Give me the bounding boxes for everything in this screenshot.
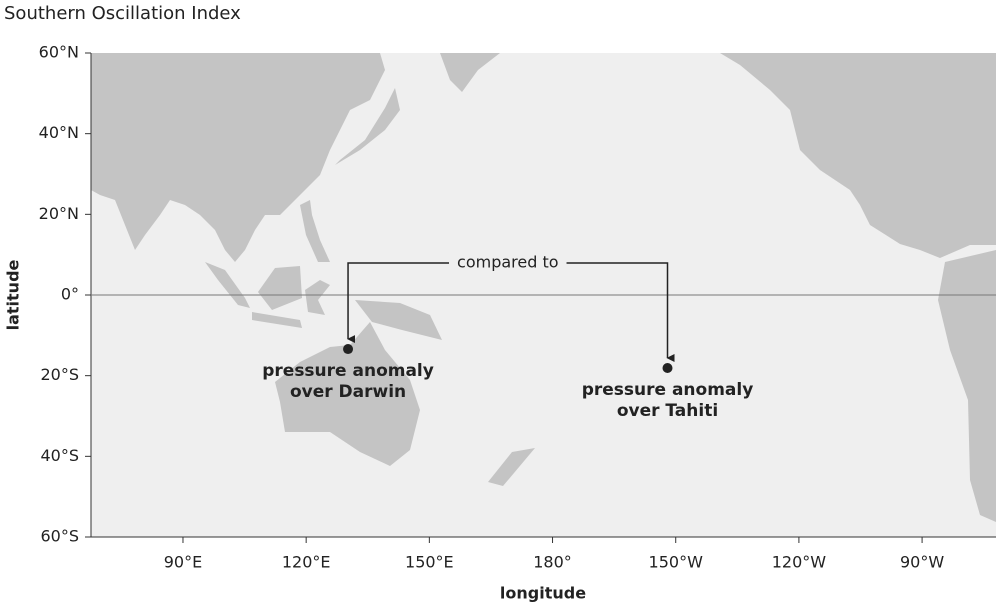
x-tick-label: 90°W [900, 553, 944, 572]
new-zealand [488, 448, 535, 486]
y-tick-label: 60°S [40, 527, 79, 546]
station-label: pressure anomaly [262, 361, 434, 381]
sumatra [205, 262, 250, 308]
x-tick-label: 90°E [164, 553, 202, 572]
x-tick-label: 180° [533, 553, 572, 572]
y-tick-label: 20°S [40, 365, 79, 384]
station-point [343, 344, 354, 355]
sulawesi [305, 280, 330, 315]
station-label: over Tahiti [617, 401, 718, 421]
kamchatka [440, 53, 500, 92]
y-tick-label: 40°S [40, 446, 79, 465]
station-label: over Darwin [290, 382, 406, 402]
y-tick-label: 60°N [39, 43, 79, 62]
station-point [662, 363, 673, 374]
connector-label: compared to [457, 253, 559, 272]
title: Southern Oscillation Index [4, 3, 241, 24]
australia [275, 322, 420, 466]
borneo [258, 266, 302, 310]
y-tick-label: 20°N [39, 204, 79, 223]
connector-left [347, 262, 450, 344]
land [91, 53, 996, 522]
java [252, 312, 302, 328]
north-america [720, 53, 996, 258]
x-tick-label: 150°E [405, 553, 454, 572]
new-guinea [355, 300, 442, 340]
x-tick-label: 120°E [282, 553, 331, 572]
asia [91, 53, 385, 262]
x-tick-label: 120°W [772, 553, 827, 572]
south-america [938, 250, 996, 522]
y-axis-label: latitude [4, 259, 23, 330]
y-tick-label: 0° [61, 285, 79, 304]
x-axis-label: longitude [500, 584, 586, 603]
y-tick-label: 40°N [39, 123, 79, 142]
taiwan-philippines [300, 200, 330, 262]
station-label: pressure anomaly [582, 380, 754, 400]
japan [335, 88, 400, 165]
connector-right [566, 262, 675, 363]
x-tick-label: 150°W [649, 553, 704, 572]
